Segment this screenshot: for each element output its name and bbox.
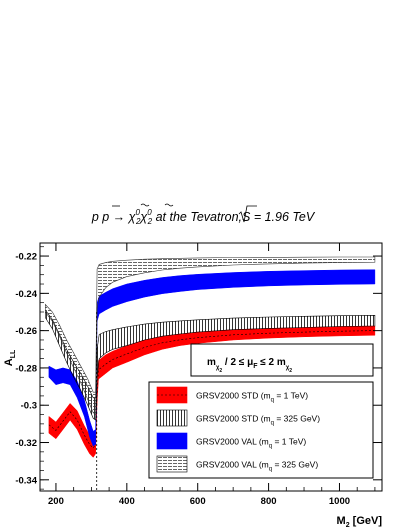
- legend-label-2: GRSV2000 VAL (mq = 1 TeV): [196, 437, 306, 450]
- y-tick-label: -0.32: [15, 438, 37, 449]
- y-tick-label: -0.22: [15, 252, 37, 263]
- legend-swatch-2: [156, 432, 188, 450]
- y-tick-label: -0.24: [15, 289, 37, 300]
- legend-label-3: GRSV2000 VAL (mq = 325 GeV): [196, 460, 318, 473]
- y-tick-label: -0.26: [15, 326, 37, 337]
- legend-label-0: GRSV2000 STD (mq = 1 TeV): [196, 391, 308, 404]
- legend-swatch-1: [156, 409, 188, 427]
- chart-title: p p → χ0 2χ0 2 at the Tevatron,S = 1.96 Te…: [91, 208, 316, 226]
- x-tick-label: 200: [48, 496, 64, 507]
- x-tick-label: 1000: [329, 496, 350, 507]
- plot-frame: [39, 242, 383, 492]
- y-tick-label: -0.3: [21, 401, 37, 412]
- scale-annotation-box: mχ2 / 2 ≤ μF ≤ 2 mχ2: [190, 343, 374, 377]
- legend: GRSV2000 STD (mq = 1 TeV) GRSV2000 STD (m…: [148, 381, 374, 479]
- y-tick-label: -0.28: [15, 363, 37, 374]
- y-axis-label: ALL: [3, 349, 17, 366]
- series-band-3: [45, 256, 376, 416]
- x-tick-label: 600: [190, 496, 206, 507]
- x-tick-label: 800: [261, 496, 277, 507]
- x-axis-label: M2 [GeV]: [337, 515, 383, 527]
- x-tick-label: 400: [119, 496, 135, 507]
- series-band-2: [48, 269, 376, 447]
- title-decorations: [112, 203, 257, 223]
- y-tick-label: -0.34: [15, 475, 37, 486]
- legend-swatch-3: [156, 455, 188, 473]
- svg-text:mχ2 / 2 ≤ μF ≤ 2 mχ2: mχ2 / 2 ≤ μF ≤ 2 mχ2: [207, 357, 292, 374]
- legend-label-1: GRSV2000 STD (mq = 325 GeV): [196, 414, 320, 427]
